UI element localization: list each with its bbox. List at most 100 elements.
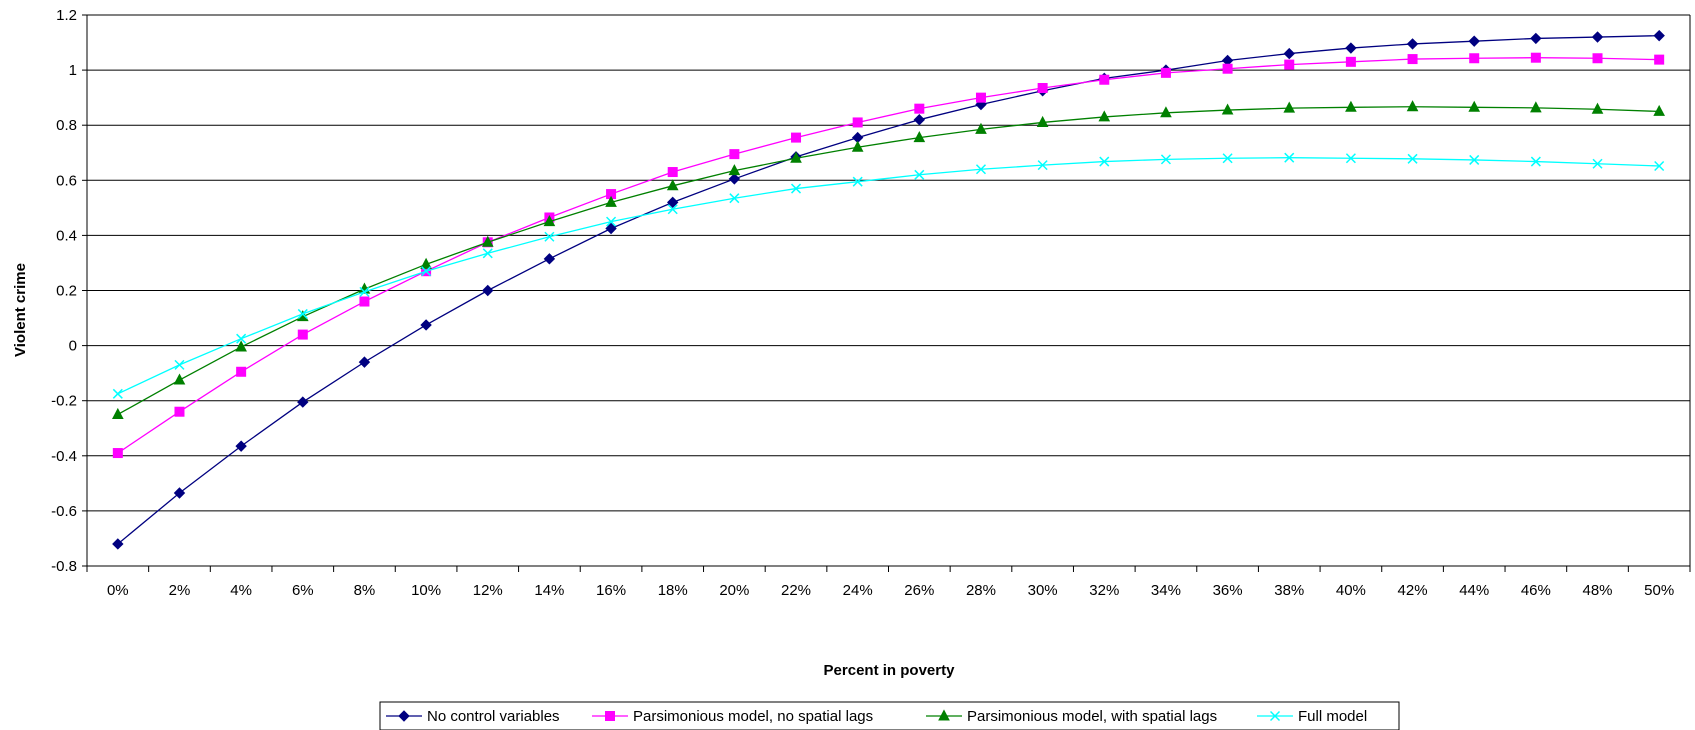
x-marker xyxy=(1222,153,1233,164)
x-marker xyxy=(1469,154,1480,165)
triangle-marker xyxy=(1591,102,1604,114)
x-marker-stroke xyxy=(790,183,802,194)
triangle-marker xyxy=(1160,106,1172,118)
x-tick-label: 30% xyxy=(1028,582,1058,599)
x-marker xyxy=(1037,160,1048,171)
x-marker-stroke xyxy=(914,169,925,180)
triangle-marker xyxy=(1406,100,1419,112)
x-marker xyxy=(359,286,370,297)
diamond-marker xyxy=(358,356,371,368)
x-marker xyxy=(482,248,493,259)
diamond-marker xyxy=(913,113,926,126)
square-marker xyxy=(236,366,247,377)
x-tick-label: 20% xyxy=(719,582,749,599)
diamond-marker xyxy=(482,284,494,297)
diamond-marker xyxy=(1345,42,1357,54)
legend-label: Parsimonious model, no spatial lags xyxy=(633,708,873,725)
triangle-marker xyxy=(913,131,926,143)
y-tick-label: 0.4 xyxy=(56,227,77,244)
x-tick-label: 8% xyxy=(354,582,376,599)
legend-items: No control variables Parsimonious model, … xyxy=(386,708,1367,725)
x-tick-labels: 0% 2% 4% 6% 8% 10% 12% 14% 16% 18% 20% 22% 24% 26% 28%… xyxy=(107,582,1674,599)
x-marker-stroke xyxy=(1592,158,1603,169)
x-tick-label: 50% xyxy=(1644,582,1674,599)
x-marker xyxy=(790,183,802,194)
x-marker-stroke xyxy=(729,193,740,204)
axes xyxy=(82,14,1691,572)
x-marker xyxy=(975,164,987,175)
x-tick-label: 34% xyxy=(1151,582,1181,599)
square-marker xyxy=(1160,67,1171,78)
square-marker xyxy=(1037,83,1048,94)
square-marker xyxy=(1284,59,1295,70)
square-marker xyxy=(1530,52,1541,63)
x-tick-label: 24% xyxy=(843,582,873,599)
x-marker xyxy=(297,308,308,319)
x-tick-label: 10% xyxy=(411,582,441,599)
x-marker xyxy=(1407,153,1418,164)
diamond-marker xyxy=(1653,29,1665,42)
y-tick-label: 1.2 xyxy=(56,7,77,24)
gridlines xyxy=(87,14,1690,567)
diamond-marker xyxy=(728,173,741,185)
x-marker-stroke xyxy=(1469,154,1480,165)
triangle-marker xyxy=(1036,115,1049,127)
x-marker-stroke xyxy=(975,164,987,175)
y-tick-label: 0.6 xyxy=(56,172,77,189)
x-tick-label: 36% xyxy=(1213,582,1243,599)
series-4 xyxy=(112,152,1665,399)
square-marker xyxy=(852,117,863,128)
legend-label: Full model xyxy=(1298,708,1367,725)
legend-label: No control variables xyxy=(427,708,560,725)
x-marker-stroke xyxy=(482,248,493,259)
triangle-marker xyxy=(1283,101,1296,113)
legend: No control variables Parsimonious model, … xyxy=(379,701,1400,730)
y-tick-label: -0.2 xyxy=(51,393,77,410)
x-marker xyxy=(914,169,925,180)
diamond-marker xyxy=(398,710,410,722)
y-tick-label: 0.2 xyxy=(56,283,77,300)
x-marker xyxy=(544,231,555,242)
triangle-marker xyxy=(543,215,556,227)
diamond-marker xyxy=(173,487,186,499)
x-tick-label: 44% xyxy=(1459,582,1489,599)
x-tick-label: 46% xyxy=(1521,582,1551,599)
diamond-marker xyxy=(605,222,617,235)
square-marker xyxy=(1222,63,1233,74)
triangle-marker xyxy=(173,373,186,385)
x-tick-label: 14% xyxy=(534,582,564,599)
square-marker xyxy=(1592,53,1603,64)
y-tick-label: -0.6 xyxy=(51,503,77,520)
x-marker xyxy=(421,266,432,277)
x-marker xyxy=(1160,154,1171,165)
x-tick-label: 12% xyxy=(473,582,503,599)
y-tick-labels: -0.8 -0.6 -0.4 -0.2 0 0.2 0.4 0.6 0.8 1 1.2 xyxy=(51,7,77,575)
square-marker xyxy=(975,92,986,103)
square-marker xyxy=(729,149,740,160)
x-tick-label: 28% xyxy=(966,582,996,599)
x-axis-title: Percent in poverty xyxy=(824,662,956,679)
y-tick-label: 1 xyxy=(69,62,77,79)
x-marker-stroke xyxy=(606,216,617,227)
x-tick-label: 4% xyxy=(230,582,252,599)
x-marker xyxy=(236,333,247,344)
diamond-marker xyxy=(1591,31,1604,43)
triangle-marker xyxy=(1221,103,1234,115)
diamond-marker xyxy=(1468,35,1480,47)
x-marker-stroke xyxy=(174,359,185,370)
x-tick-label: 40% xyxy=(1336,582,1366,599)
square-marker xyxy=(1345,56,1356,67)
y-tick-label: -0.8 xyxy=(51,558,77,575)
triangle-marker xyxy=(728,164,741,176)
series-2 xyxy=(112,52,1665,459)
x-tick-label: 38% xyxy=(1274,582,1304,599)
triangle-marker xyxy=(938,709,950,721)
diamond-marker xyxy=(1406,38,1419,50)
x-marker xyxy=(1592,158,1603,169)
triangle-marker xyxy=(666,179,679,191)
x-marker xyxy=(1269,710,1281,722)
triangle-marker xyxy=(605,195,617,207)
legend-box xyxy=(379,701,1400,730)
x-marker-stroke xyxy=(667,204,678,215)
